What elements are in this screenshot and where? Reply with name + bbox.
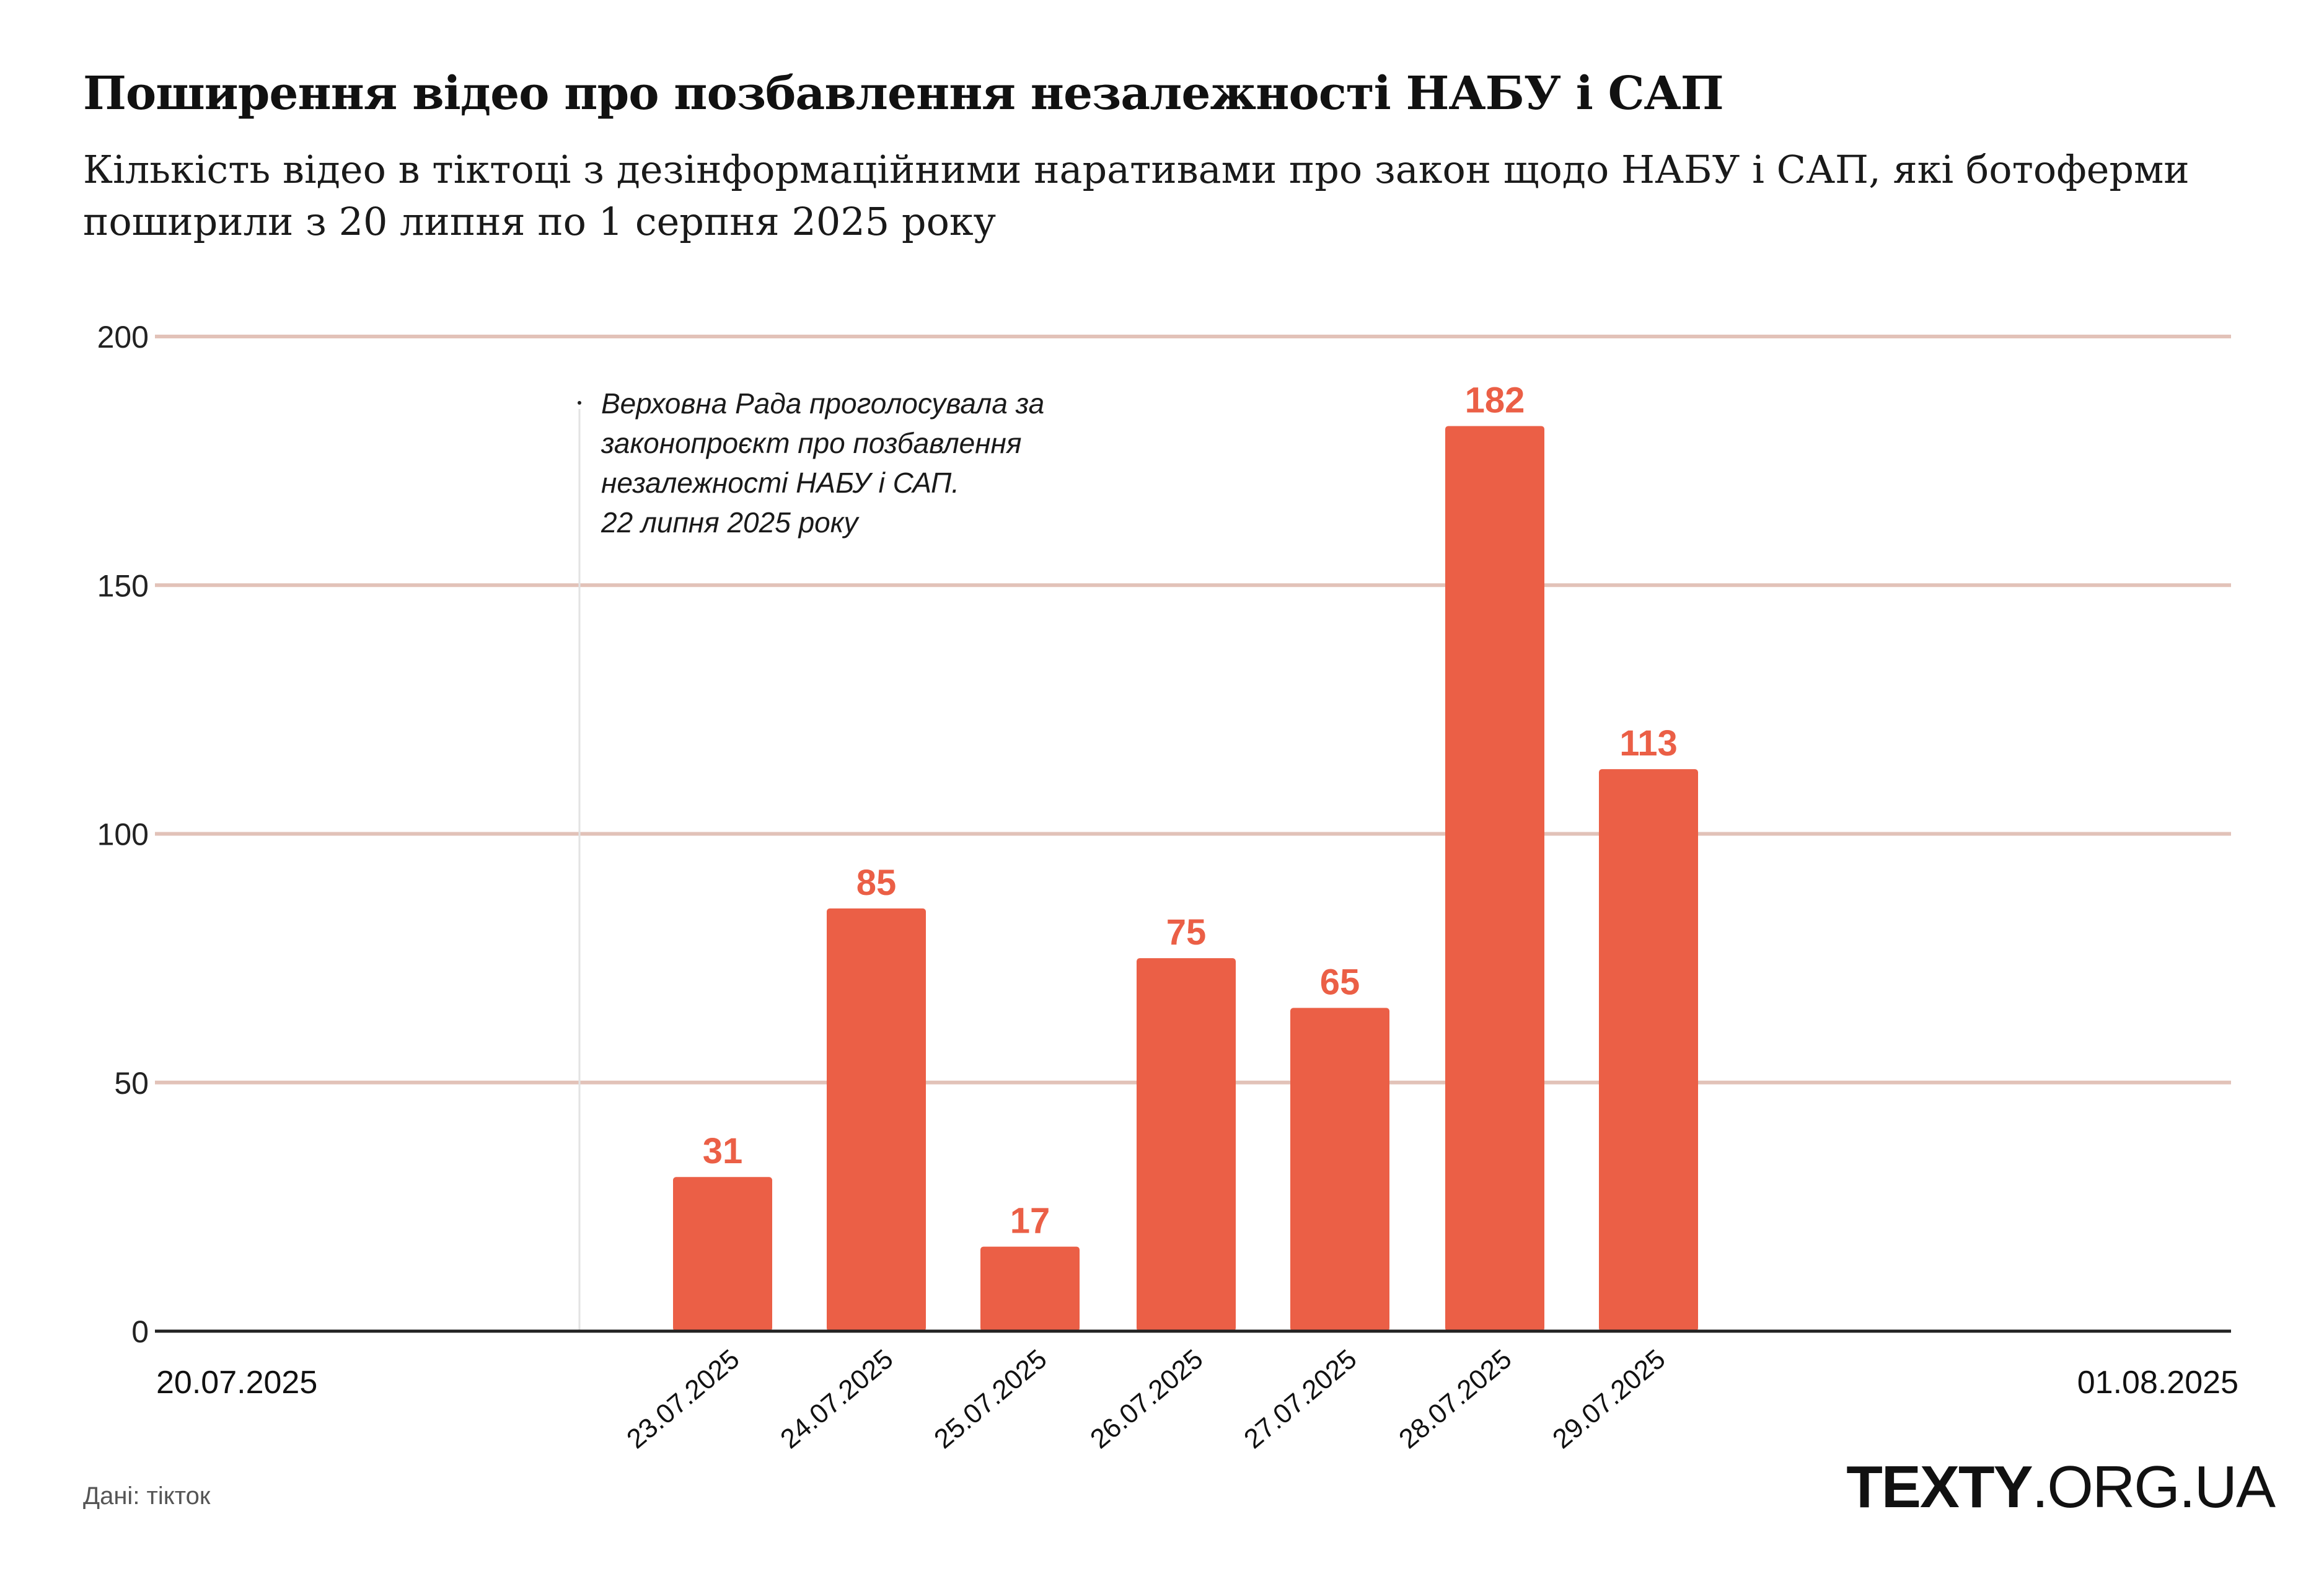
x-tick-label: 29.07.2025 bbox=[1547, 1344, 1671, 1454]
bar[interactable] bbox=[1445, 426, 1544, 1332]
y-tick-label: 150 bbox=[97, 568, 149, 603]
y-tick-label: 100 bbox=[97, 817, 149, 852]
x-tick-label: 26.07.2025 bbox=[1085, 1344, 1208, 1454]
y-tick-label: 0 bbox=[131, 1314, 149, 1349]
annotation-line: Верховна Рада проголосувала за bbox=[601, 387, 1044, 420]
x-end-label: 01.08.2025 bbox=[2077, 1365, 2238, 1401]
chart-subtitle: Кількість відео в тіктоці з дезінформаці… bbox=[83, 147, 2190, 244]
y-tick-label: 200 bbox=[97, 320, 149, 354]
bar-value-label: 113 bbox=[1619, 723, 1678, 763]
bar-value-label: 85 bbox=[856, 863, 897, 903]
bar-value-label: 17 bbox=[1010, 1201, 1050, 1241]
bar[interactable] bbox=[673, 1177, 772, 1331]
chart-title: Поширення відео про позбавлення незалежн… bbox=[83, 67, 1724, 120]
bar-value-label: 65 bbox=[1320, 962, 1360, 1002]
x-tick-label: 27.07.2025 bbox=[1238, 1344, 1362, 1454]
logo-rest: .ORG.UA bbox=[2031, 1454, 2276, 1520]
bar[interactable] bbox=[1290, 1008, 1389, 1331]
bar[interactable] bbox=[827, 908, 926, 1331]
x-tick-label: 24.07.2025 bbox=[775, 1344, 899, 1454]
x-start-label: 20.07.2025 bbox=[156, 1365, 317, 1401]
x-tick-label: 23.07.2025 bbox=[621, 1344, 745, 1454]
bar-value-label: 182 bbox=[1465, 380, 1525, 420]
data-source: Дані: тікток bbox=[83, 1482, 211, 1510]
annotation-line: 22 липня 2025 року bbox=[601, 506, 860, 539]
x-tick-label: 28.07.2025 bbox=[1393, 1344, 1517, 1454]
grid-layer bbox=[155, 335, 2231, 1085]
annotation-line: незалежності НАБУ і САП. bbox=[601, 467, 959, 499]
texty-logo[interactable]: TEXTY.ORG.UA bbox=[1846, 1453, 2276, 1521]
bar[interactable] bbox=[1137, 958, 1236, 1331]
bar[interactable] bbox=[980, 1246, 1080, 1331]
event-marker-dot bbox=[578, 401, 581, 405]
bar-value-label: 31 bbox=[703, 1131, 743, 1171]
y-tick-label: 50 bbox=[114, 1066, 149, 1101]
logo-bold: TEXTY bbox=[1846, 1454, 2033, 1520]
bar-value-label: 75 bbox=[1166, 912, 1207, 953]
annotation-line: законопроєкт про позбавлення bbox=[601, 427, 1021, 459]
annotation: Верховна Рада проголосувала за законопроє… bbox=[601, 387, 1044, 539]
bars-layer: 31 85 17 75 65 182 113 bbox=[673, 380, 1698, 1332]
bar[interactable] bbox=[1599, 769, 1698, 1331]
x-tick-label: 25.07.2025 bbox=[928, 1344, 1052, 1454]
